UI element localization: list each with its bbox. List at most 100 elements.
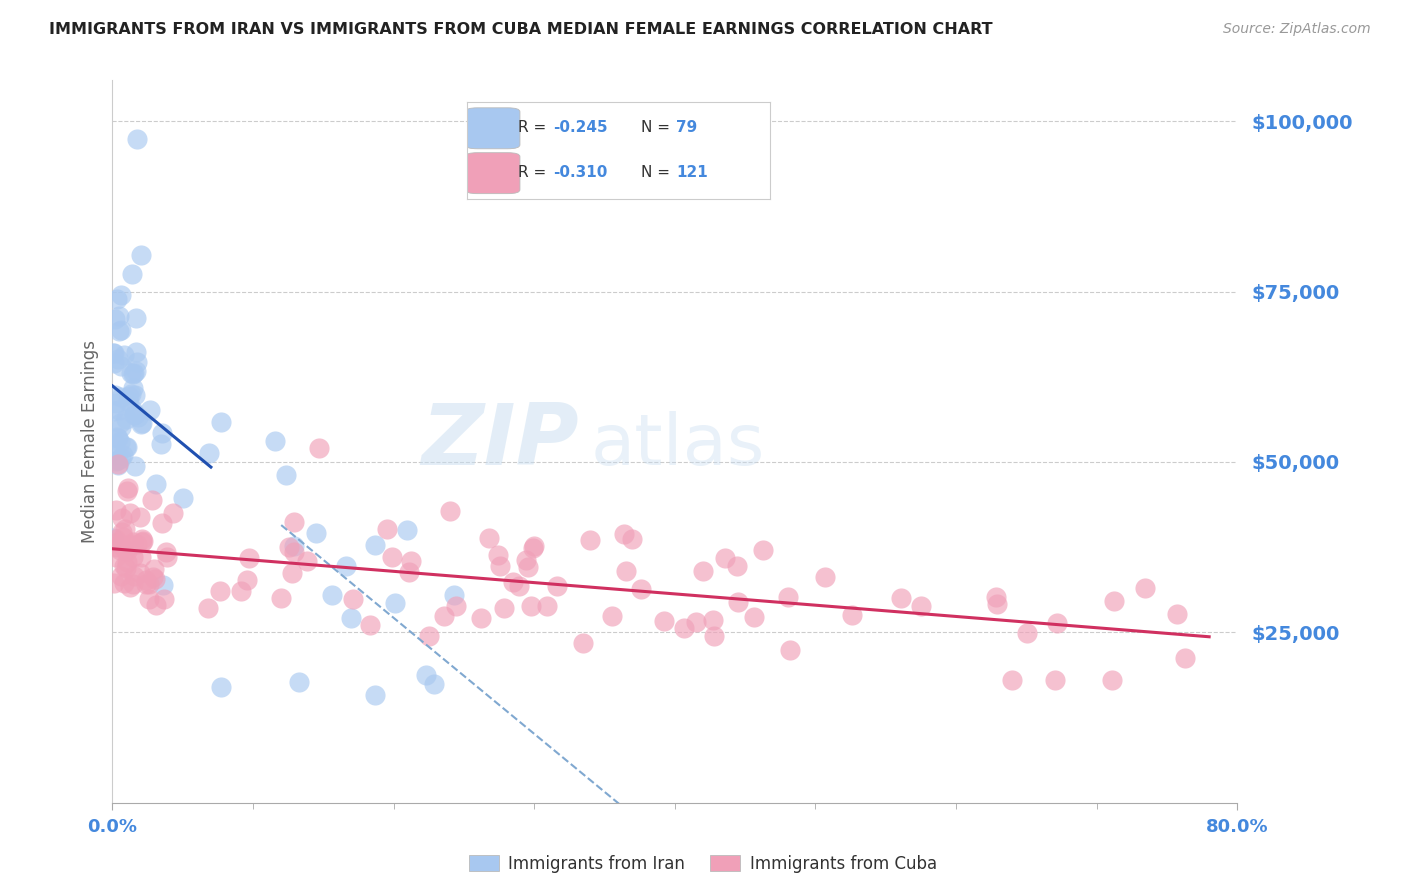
Point [433,609,456,624]
Point [115,543,138,558]
Point [103,404,125,418]
Point [270,591,292,606]
Point [112,530,135,544]
Point [381,549,404,564]
Point [274,467,297,482]
Point [107,540,129,554]
Point [283,545,305,559]
Point [890,591,912,606]
Point [125,344,148,359]
Point [153,592,176,607]
Point [138,577,160,591]
Point [423,677,446,691]
Point [508,579,530,593]
Point [115,440,138,454]
Point [104,532,127,546]
Point [305,526,328,541]
Point [122,569,145,583]
Point [841,607,863,622]
Point [523,539,546,553]
Point [415,668,437,682]
Point [104,435,127,450]
Point [117,481,139,495]
Point [398,565,420,579]
Point [129,248,152,262]
Text: ZIP: ZIP [422,400,579,483]
Point [101,448,124,462]
Point [124,459,146,474]
Point [340,610,363,624]
Point [280,566,302,581]
Point [127,536,149,550]
Point [702,613,724,627]
Point [110,420,132,434]
Point [115,412,138,426]
Point [418,629,440,643]
Text: IMMIGRANTS FROM IRAN VS IMMIGRANTS FROM CUBA MEDIAN FEMALE EARNINGS CORRELATION : IMMIGRANTS FROM IRAN VS IMMIGRANTS FROM … [49,22,993,37]
Point [104,550,127,565]
Point [104,396,127,410]
Point [155,545,177,559]
Point [110,543,132,558]
Point [703,629,725,643]
Legend: Immigrants from Iran, Immigrants from Cuba: Immigrants from Iran, Immigrants from Cu… [461,848,945,880]
Point [278,540,301,554]
Point [571,636,593,650]
Point [107,403,129,417]
Point [814,570,837,584]
Point [443,588,465,602]
Point [103,346,125,360]
Point [209,415,232,429]
Point [1174,651,1197,665]
Point [122,381,145,395]
Point [297,554,319,568]
Point [516,559,538,574]
Point [121,577,143,591]
Point [1133,581,1156,595]
Point [105,430,128,444]
Point [1043,673,1066,687]
Point [396,523,419,537]
Point [141,493,163,508]
Point [614,564,637,578]
Point [108,310,131,324]
Point [238,550,260,565]
Point [107,351,129,366]
Point [209,680,232,694]
Point [986,597,1008,611]
Point [103,575,125,590]
Point [1001,673,1024,687]
Point [439,504,461,518]
Point [363,689,385,703]
Point [118,538,141,552]
Point [105,292,128,306]
Point [546,579,568,593]
Point [579,533,602,547]
Point [124,407,146,421]
Point [124,408,146,422]
Point [132,534,155,549]
Point [125,131,148,145]
Point [1017,626,1039,640]
Point [375,522,398,536]
Point [779,643,801,657]
Point [105,535,128,549]
Point [478,531,501,545]
Point [150,425,173,440]
Point [111,449,134,463]
Point [122,535,145,549]
Point [107,453,129,467]
Point [117,393,139,408]
Point [101,531,124,545]
Point [129,417,152,431]
Point [145,477,167,491]
Point [122,367,145,381]
Point [105,453,128,467]
Point [489,559,512,574]
Point [620,532,643,546]
Point [910,599,932,614]
Point [107,431,129,445]
Point [742,610,765,624]
Point [122,366,145,380]
Point [172,491,194,505]
